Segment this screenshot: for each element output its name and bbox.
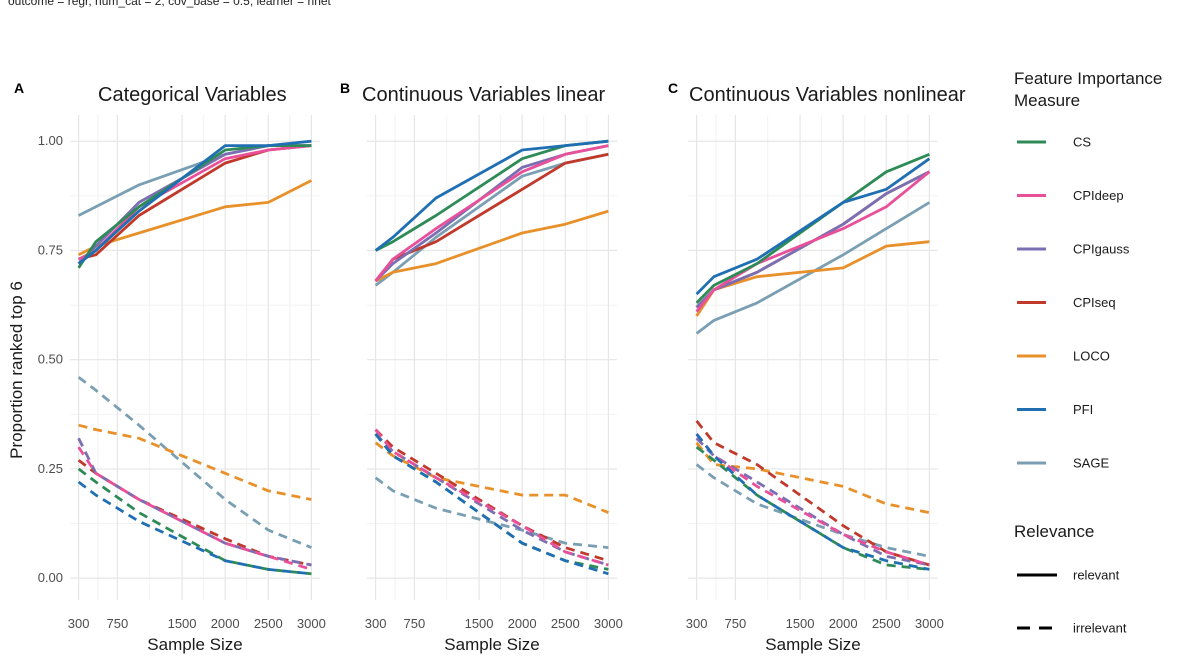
- series-line-cpiseq-irrelevant: [695, 420, 930, 567]
- legend: Feature Importance Measure CS CPIdeep CPIgau…: [1014, 69, 1162, 636]
- x-tick-label: 2500: [551, 616, 580, 631]
- series-line-sage-irrelevant: [374, 476, 609, 549]
- x-tick-label: 750: [725, 616, 747, 631]
- legend-item-cpideep: CPIdeep: [1017, 188, 1124, 203]
- legend-item-sage: SAGE: [1017, 456, 1109, 471]
- series-line-sage-irrelevant: [77, 376, 312, 549]
- series-line-loco-irrelevant: [374, 441, 609, 514]
- legend-label: irrelevant: [1073, 621, 1127, 636]
- series-line-sage-relevant: [695, 201, 931, 335]
- y-tick-label: 0.50: [38, 352, 63, 367]
- legend-item-relevant: relevant: [1017, 568, 1120, 583]
- y-tick-label: 1.00: [38, 133, 63, 148]
- panels-layer: 300 750 1500 2000 2500 3000 0.00 0.25 0.50 0.75 1.…: [14, 80, 966, 654]
- series-line-pfi-relevant: [695, 157, 931, 296]
- series-line-cpideep-irrelevant: [374, 428, 609, 567]
- x-tick-label: 3000: [594, 616, 623, 631]
- series-line-loco-irrelevant: [78, 423, 312, 501]
- x-tick-label: 300: [365, 616, 387, 631]
- series-line-cpideep-irrelevant: [695, 433, 930, 567]
- panel-title: Continuous Variables linear: [362, 84, 605, 106]
- x-tick-label: 1500: [465, 616, 494, 631]
- legend-label: SAGE: [1073, 456, 1109, 471]
- legend-title-relevance: Relevance: [1014, 522, 1094, 541]
- y-tick-label: 0.25: [38, 461, 63, 476]
- x-tick-label: 750: [107, 616, 129, 631]
- x-tick-label: 2000: [211, 616, 240, 631]
- x-tick-label: 1500: [168, 616, 197, 631]
- x-tick-label: 3000: [297, 616, 326, 631]
- x-tick-label: 3000: [915, 616, 944, 631]
- series-line-pfi-irrelevant: [695, 433, 930, 571]
- x-tick-label: 750: [404, 616, 426, 631]
- panel-title: Categorical Variables: [98, 84, 287, 106]
- panel-c: 300 750 1500 2000 2500 3000 C Continuous Variab…: [668, 80, 966, 654]
- x-tick-label: 2500: [872, 616, 901, 631]
- figure-subtitle: outcome = regr, num_cat = 2, cov_base = …: [8, 0, 331, 8]
- panel-letter: B: [340, 80, 350, 96]
- legend-item-cpiseq: CPIseq: [1017, 295, 1116, 310]
- legend-label: PFI: [1073, 402, 1093, 417]
- x-axis-title: Sample Size: [147, 635, 242, 654]
- series-line-cpigauss-relevant: [77, 144, 312, 265]
- panel-letter: A: [14, 80, 24, 96]
- legend-label: CPIgauss: [1073, 242, 1130, 257]
- series-line-cs-relevant: [695, 153, 930, 304]
- legend-item-pfi: PFI: [1017, 402, 1093, 417]
- x-tick-label: 2000: [508, 616, 537, 631]
- series-line-loco-relevant: [374, 209, 609, 283]
- x-tick-label: 300: [68, 616, 90, 631]
- panel-title: Continuous Variables nonlinear: [689, 84, 966, 106]
- legend-label: LOCO: [1073, 349, 1110, 364]
- x-tick-label: 2000: [829, 616, 858, 631]
- x-axis-title: Sample Size: [444, 635, 539, 654]
- series-line-cpideep-irrelevant: [77, 446, 312, 571]
- legend-label: CPIdeep: [1073, 188, 1124, 203]
- legend-label: CPIseq: [1073, 295, 1116, 310]
- legend-label: CS: [1073, 135, 1091, 150]
- series-line-cpiseq-irrelevant: [77, 459, 312, 567]
- series-line-loco-relevant: [77, 179, 313, 257]
- series-line-cpideep-relevant: [374, 144, 609, 282]
- series-line-cpideep-relevant: [695, 170, 931, 313]
- legend-item-cpigauss: CPIgauss: [1017, 242, 1130, 257]
- series-line-pfi-irrelevant: [374, 433, 609, 576]
- panel-a: 300 750 1500 2000 2500 3000 0.00 0.25 0.50 0.75 1.…: [14, 80, 326, 654]
- x-tick-label: 300: [686, 616, 708, 631]
- panel-letter: C: [668, 80, 678, 96]
- x-axis-title: Sample Size: [765, 635, 860, 654]
- series-line-cpiseq-relevant: [374, 152, 609, 282]
- series-line-cs-irrelevant: [77, 467, 312, 576]
- series-line-cpigauss-irrelevant: [695, 437, 930, 567]
- series-line-pfi-relevant: [374, 139, 609, 252]
- panel-b: 300 750 1500 2000 2500 3000 B Continuous Variab…: [340, 80, 623, 654]
- x-tick-label: 2500: [254, 616, 283, 631]
- series-line-pfi-relevant: [77, 139, 312, 265]
- series-line-pfi-irrelevant: [77, 480, 312, 576]
- series-line-loco-irrelevant: [695, 441, 930, 514]
- y-tick-label: 0.75: [38, 242, 63, 257]
- y-axis-title: Proportion ranked top 6: [7, 281, 26, 459]
- series-line-cpigauss-irrelevant: [77, 437, 312, 567]
- legend-item-loco: LOCO: [1017, 349, 1110, 364]
- legend-title: Measure: [1014, 91, 1080, 110]
- series-line-sage-irrelevant: [695, 463, 930, 558]
- series-line-cpiseq-irrelevant: [374, 428, 609, 563]
- legend-title: Feature Importance: [1014, 69, 1162, 88]
- x-tick-label: 1500: [786, 616, 815, 631]
- legend-item-cs: CS: [1017, 135, 1091, 150]
- y-tick-label: 0.00: [38, 570, 63, 585]
- legend-item-irrelevant: irrelevant: [1017, 621, 1127, 636]
- legend-label: relevant: [1073, 568, 1120, 583]
